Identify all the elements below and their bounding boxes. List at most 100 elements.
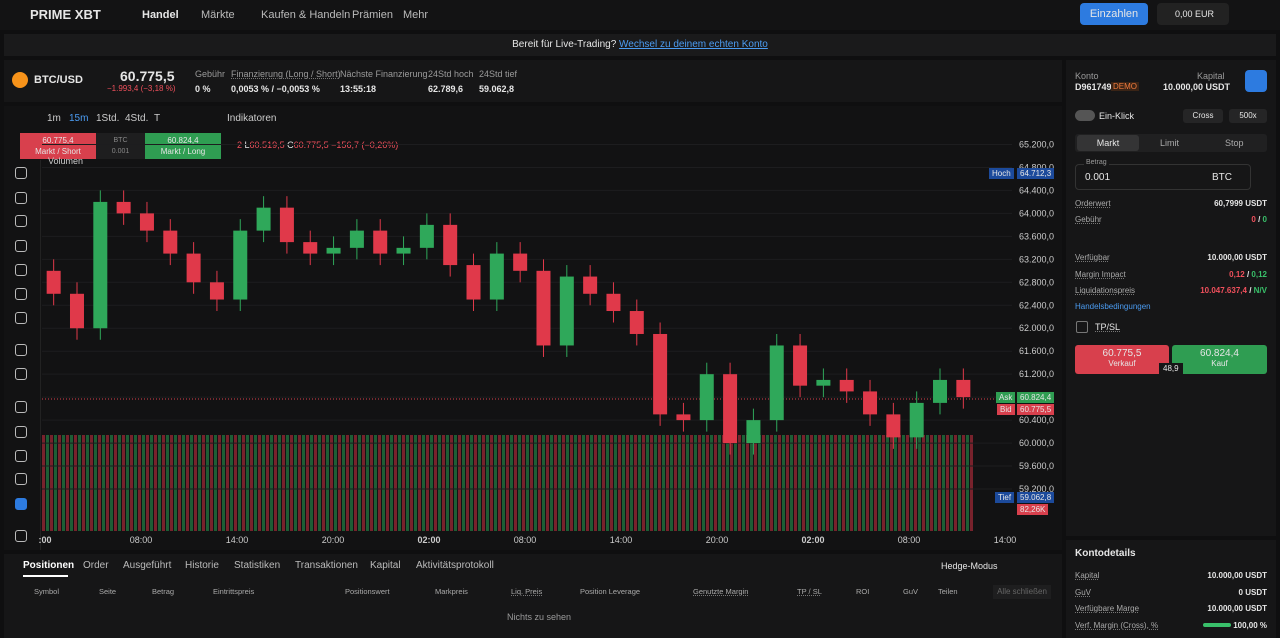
order-panel: [1066, 60, 1276, 536]
tpsl-label: TP/SL: [1095, 322, 1121, 332]
y-tick-label: 61.200,0: [1019, 369, 1054, 379]
transfer-button[interactable]: [1245, 70, 1267, 92]
tpsl-checkbox[interactable]: [1076, 321, 1088, 333]
candle-body: [746, 420, 761, 444]
close-all[interactable]: Alle schließen: [993, 585, 1051, 599]
bottom-tab[interactable]: Ausgeführt: [123, 560, 172, 571]
bottom-tab[interactable]: Aktivitätsprotokoll: [416, 560, 494, 571]
tool-icon: [15, 498, 27, 510]
interval[interactable]: 1Std.: [96, 113, 120, 124]
column-header: Markpreis: [435, 587, 468, 596]
interval[interactable]: 4Std.: [125, 113, 149, 124]
bottom-tab[interactable]: Transaktionen: [295, 560, 358, 571]
candle-body: [629, 311, 644, 334]
y-tick-label: 64.000,0: [1019, 208, 1054, 218]
left-toolbar: [4, 160, 41, 550]
price: 60.775,5: [120, 68, 175, 84]
nav-item[interactable]: Prämien: [352, 9, 393, 21]
row-part: 0: [1262, 215, 1267, 224]
detail-label: Verf. Margin (Cross), %: [1075, 620, 1159, 630]
legend-l: L: [244, 140, 250, 150]
row-label: Gebühr: [1075, 215, 1102, 224]
detail-label: GuV: [1075, 587, 1092, 597]
candle-body: [909, 402, 924, 438]
legend-c: C: [287, 140, 294, 150]
nav-item[interactable]: Mehr: [403, 9, 429, 21]
hedge-mode[interactable]: Hedge-Modus: [941, 561, 998, 571]
bottom-tab[interactable]: Historie: [185, 560, 219, 571]
price-change: −1.993,4 (−3,18 %): [107, 84, 176, 93]
candle-body: [513, 253, 528, 271]
buy-button[interactable]: 60.824,4 Kauf: [1172, 345, 1267, 374]
candle-body: [46, 270, 61, 294]
x-tick-label: 14:00: [610, 535, 633, 545]
low-value: 59.062,8: [1017, 492, 1055, 503]
conditions-link[interactable]: Handelsbedingungen: [1075, 302, 1151, 311]
quick-sell[interactable]: 60.775,4 Markt / Short: [20, 133, 96, 159]
column-header: Position Leverage: [580, 587, 641, 596]
amount-input[interactable]: [1075, 164, 1251, 190]
bottom-tab[interactable]: Kapital: [370, 560, 401, 571]
column-header: Symbol: [34, 587, 60, 596]
stat-value: 59.062,8: [479, 84, 515, 94]
indicators[interactable]: Indikatoren: [227, 113, 277, 124]
column-header: Betrag: [152, 587, 175, 596]
candle-body: [303, 242, 318, 254]
y-tick-label: 62.000,0: [1019, 323, 1054, 333]
candle-body: [326, 247, 341, 254]
bottom-tab[interactable]: Statistiken: [234, 560, 281, 571]
banner-text: Bereit für Live-Trading?: [512, 39, 617, 50]
nav-item[interactable]: Kaufen & Handeln: [261, 9, 351, 21]
price-chart: 65.200,0 64.800,0 64.400,0 64.000,0 63.600,0…: [38, 139, 1054, 545]
quick-sell-label: Markt / Short: [35, 147, 81, 156]
balance[interactable]: 0,00 EUR: [1157, 3, 1229, 25]
bid-value: 60.775,5: [1017, 404, 1055, 415]
amount-unit[interactable]: BTC: [1212, 172, 1232, 183]
tab-active[interactable]: Markt: [1077, 135, 1139, 151]
tool-icon: [15, 240, 27, 252]
interval[interactable]: 15m: [69, 113, 89, 124]
deposit-button[interactable]: Einzahlen: [1080, 3, 1148, 25]
tab[interactable]: Stop: [1225, 138, 1244, 148]
y-tick-label: 61.600,0: [1019, 346, 1054, 356]
symbol[interactable]: BTC/USD: [34, 74, 83, 86]
quick-buy[interactable]: 60.824,4 Markt / Long: [145, 133, 221, 159]
details-panel: [1066, 540, 1276, 638]
detail-value: 10.000,00 USDT: [1207, 571, 1267, 580]
candle-body: [466, 265, 481, 300]
candle-body: [489, 253, 504, 300]
candle-body: [769, 345, 784, 421]
tab[interactable]: Limit: [1160, 138, 1180, 148]
column-header: Genutzte Margin: [693, 587, 749, 596]
y-tick-label: 64.400,0: [1019, 185, 1054, 195]
cross-button[interactable]: Cross: [1183, 109, 1223, 123]
x-tick-label: 08:00: [514, 535, 537, 545]
candle-body: [186, 253, 201, 283]
quick-amount[interactable]: BTC 0.001: [96, 133, 145, 159]
nav-item[interactable]: Märkte: [201, 9, 235, 21]
one-click: Ein-Klick: [1099, 111, 1135, 121]
interval[interactable]: 1m: [47, 113, 61, 124]
bid-tag: Bid: [997, 404, 1015, 415]
logo[interactable]: PRIME XBT: [30, 7, 101, 22]
bottom-tab[interactable]: Positionen: [23, 560, 75, 571]
sell-button[interactable]: 60.775,5 Verkauf: [1075, 345, 1169, 374]
y-tick-label: 59.600,0: [1019, 461, 1054, 471]
leverage-button[interactable]: 500x: [1229, 109, 1267, 123]
ohlc-legend: 2 L60.519,5 C60.775,5 −156,7 (−0,26%): [237, 140, 398, 150]
candle-body: [396, 247, 411, 254]
amount-label: Betrag: [1084, 159, 1109, 166]
candle-body: [723, 374, 738, 444]
row-part: /: [1246, 270, 1250, 279]
y-tick-label: 62.800,0: [1019, 277, 1054, 287]
candle-body: [676, 414, 691, 421]
nav-item[interactable]: Handel: [142, 9, 179, 21]
empty-state: Nichts zu sehen: [507, 612, 572, 622]
interval[interactable]: T: [154, 113, 161, 124]
candle-body: [69, 293, 84, 329]
bottom-tab[interactable]: Order: [83, 560, 109, 571]
banner-link[interactable]: Wechsel zu deinem echten Konto: [619, 39, 768, 50]
detail-value: 10.000,00 USDT: [1207, 604, 1267, 613]
toggle[interactable]: [1075, 110, 1095, 121]
